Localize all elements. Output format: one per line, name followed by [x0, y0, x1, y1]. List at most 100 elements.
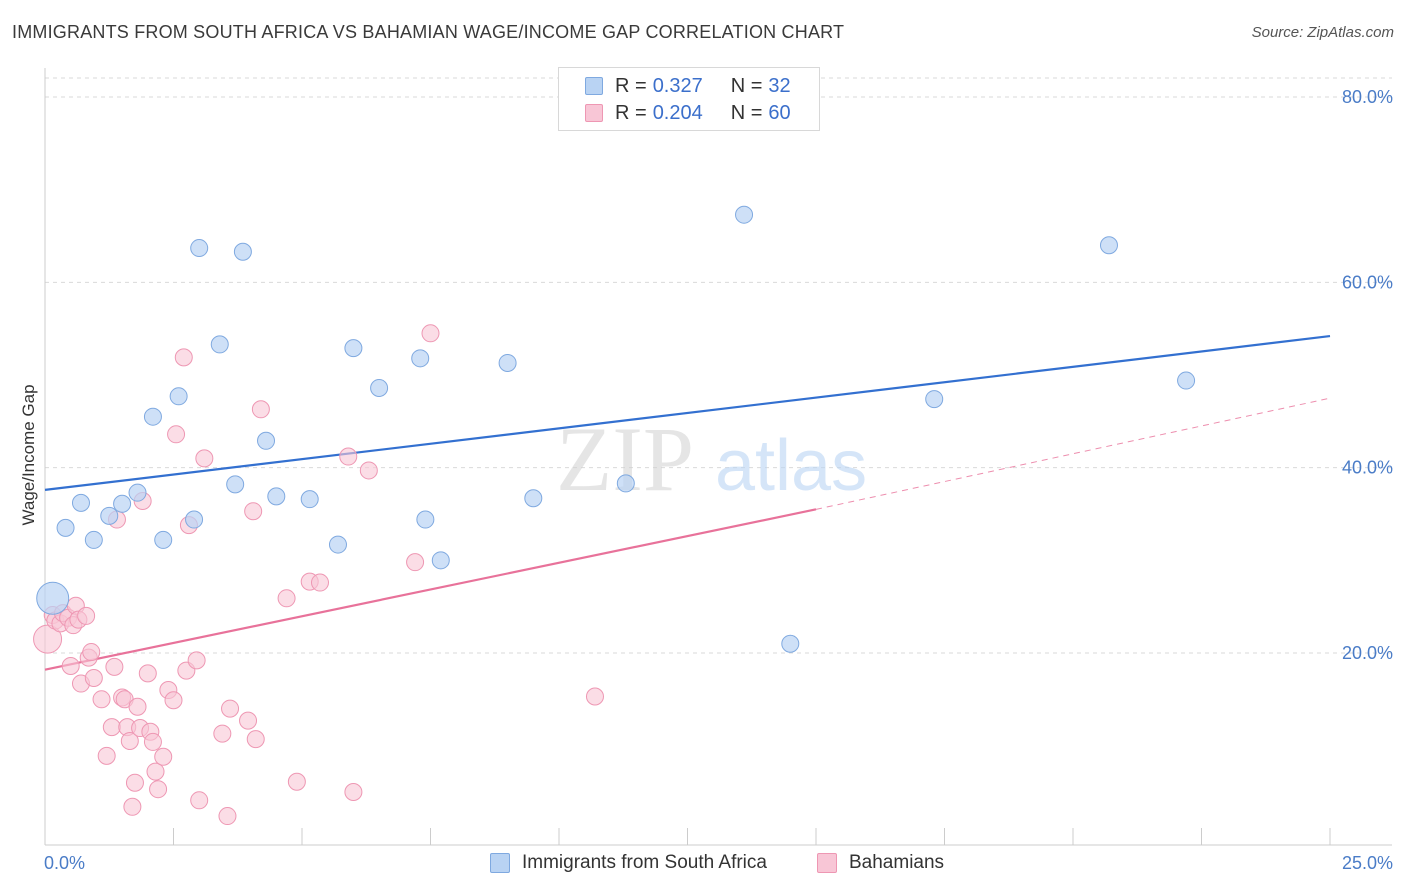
data-point-bahamians	[120, 732, 139, 751]
data-point-bahamians	[164, 691, 183, 710]
data-point-south-africa	[370, 378, 389, 397]
data-point-bahamians	[146, 762, 165, 781]
data-point-south-africa	[36, 581, 70, 615]
data-point-south-africa	[84, 530, 103, 549]
watermark-zip: ZIP	[556, 408, 694, 510]
correlation-legend: R = 0.327 N = 32 R = 0.204 N = 60	[558, 67, 820, 131]
data-point-bahamians	[138, 664, 157, 683]
y-tick-label: 40.0%	[1342, 458, 1393, 478]
data-point-bahamians	[167, 425, 186, 444]
data-point-bahamians	[84, 668, 103, 687]
data-point-bahamians	[92, 690, 111, 709]
source-value: ZipAtlas.com	[1307, 24, 1394, 41]
data-point-south-africa	[100, 506, 119, 525]
x-tick-label: 0.0%	[44, 853, 85, 873]
r-label: R =	[615, 101, 647, 124]
data-point-south-africa	[185, 510, 204, 529]
n-value: 32	[768, 74, 791, 97]
data-point-south-africa	[781, 634, 800, 653]
r-value: 0.204	[652, 101, 703, 124]
n-label: N =	[730, 101, 763, 124]
data-point-south-africa	[267, 487, 286, 506]
data-point-south-africa	[498, 353, 517, 372]
data-point-bahamians	[190, 791, 209, 810]
data-point-south-africa	[344, 339, 363, 358]
data-point-bahamians	[246, 730, 265, 749]
data-point-bahamians	[277, 589, 296, 608]
data-point-bahamians	[218, 807, 237, 826]
data-point-bahamians	[195, 449, 214, 468]
data-point-bahamians	[344, 782, 363, 801]
data-point-bahamians	[125, 773, 144, 792]
data-point-south-africa	[616, 474, 635, 493]
data-point-south-africa	[169, 387, 188, 406]
data-point-south-africa	[1099, 236, 1118, 255]
data-point-bahamians	[149, 780, 168, 799]
data-point-bahamians	[251, 400, 270, 419]
data-point-south-africa	[1177, 371, 1196, 390]
data-point-south-africa	[233, 242, 252, 261]
data-point-bahamians	[310, 573, 329, 592]
trend-line-bahamians-extension	[815, 397, 1331, 510]
data-point-south-africa	[190, 239, 209, 258]
x-tick-label: 25.0%	[1342, 853, 1393, 873]
data-point-bahamians	[123, 797, 142, 816]
y-tick-label: 80.0%	[1342, 87, 1393, 107]
r-value: 0.327	[652, 74, 703, 97]
data-point-south-africa	[411, 349, 430, 368]
data-point-bahamians	[82, 643, 101, 662]
data-point-south-africa	[416, 510, 435, 529]
south-africa-points	[36, 205, 1196, 653]
n-value: 60	[768, 101, 791, 124]
data-point-bahamians	[128, 697, 147, 716]
source-attribution: Source: ZipAtlas.com	[1252, 24, 1394, 41]
n-label: N =	[730, 74, 763, 97]
data-point-bahamians	[239, 711, 258, 730]
trend-line-south-africa	[44, 334, 1331, 491]
legend-swatch-blue	[490, 853, 510, 873]
data-point-bahamians	[585, 687, 604, 706]
data-point-bahamians	[154, 747, 173, 766]
data-point-bahamians	[213, 724, 232, 743]
tick-labels: 20.0% 40.0% 60.0% 80.0% 0.0% 25.0%	[44, 87, 1393, 873]
data-point-bahamians	[421, 324, 440, 343]
legend-item-south-africa[interactable]: Immigrants from South Africa	[490, 852, 767, 874]
data-point-south-africa	[128, 483, 147, 502]
series-legend: Immigrants from South Africa Bahamians	[0, 852, 1406, 878]
data-point-bahamians	[244, 502, 263, 521]
legend-item-bahamians[interactable]: Bahamians	[817, 852, 944, 874]
data-point-south-africa	[925, 390, 944, 409]
data-point-south-africa	[328, 535, 347, 554]
data-point-bahamians	[97, 746, 116, 765]
axes	[44, 68, 1392, 846]
data-point-south-africa	[524, 489, 543, 508]
data-point-bahamians	[143, 732, 162, 751]
y-tick-label: 20.0%	[1342, 643, 1393, 663]
data-point-south-africa	[143, 407, 162, 426]
legend-swatch-pink	[817, 853, 837, 873]
data-point-bahamians	[406, 553, 425, 572]
data-point-south-africa	[113, 494, 132, 513]
legend-label-south-africa: Immigrants from South Africa	[522, 852, 767, 873]
data-point-bahamians	[187, 651, 206, 670]
chart-title: IMMIGRANTS FROM SOUTH AFRICA VS BAHAMIAN…	[12, 22, 845, 42]
data-point-bahamians	[77, 606, 96, 625]
bahamians-points	[33, 324, 604, 826]
grid	[45, 77, 1392, 654]
data-point-south-africa	[431, 551, 450, 570]
legend-swatch-blue	[585, 77, 603, 95]
data-point-bahamians	[287, 772, 306, 791]
data-point-south-africa	[300, 490, 319, 509]
data-point-south-africa	[210, 335, 229, 354]
y-axis-label: Wage/Income Gap	[19, 384, 38, 525]
source-label: Source:	[1251, 24, 1304, 41]
legend-swatch-pink	[585, 104, 603, 122]
data-point-bahamians	[102, 718, 121, 737]
legend-row-south-africa: R = 0.327 N = 32	[585, 73, 791, 99]
data-point-bahamians	[105, 657, 124, 676]
data-point-bahamians	[359, 461, 378, 480]
data-point-south-africa	[257, 431, 276, 450]
data-point-south-africa	[56, 518, 75, 537]
legend-row-bahamians: R = 0.204 N = 60	[585, 100, 791, 126]
